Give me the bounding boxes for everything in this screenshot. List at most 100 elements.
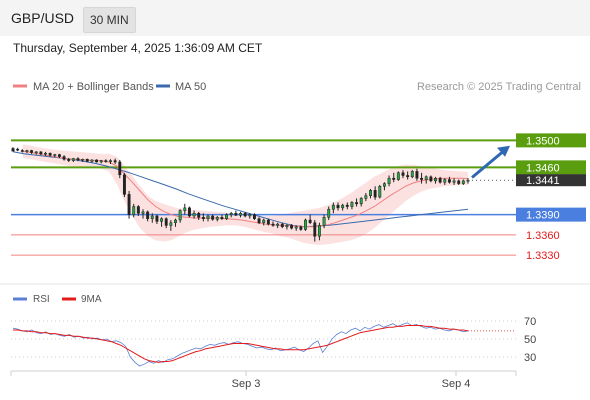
candle-body — [174, 219, 177, 223]
candle-body — [178, 210, 182, 221]
candle-body — [30, 150, 34, 153]
candle-body — [150, 215, 154, 219]
candle-body — [16, 148, 20, 151]
arrow-shaft — [471, 149, 505, 179]
candle-body — [113, 160, 117, 163]
candle-body — [373, 190, 377, 198]
level-tag-1.3500 — [516, 133, 586, 148]
candle-body — [406, 175, 410, 178]
level-tag-1.3390 — [516, 207, 586, 222]
candle-body — [401, 172, 405, 176]
level-tag-1.3460 — [516, 160, 586, 175]
candle-body — [62, 156, 66, 160]
candle-body — [438, 177, 442, 183]
bollinger-band-area — [23, 144, 468, 245]
candle-body — [48, 152, 52, 156]
candle-body — [239, 213, 242, 216]
candle-body — [136, 206, 140, 214]
candle-body — [392, 177, 396, 180]
candle-body — [109, 160, 112, 162]
candle-body — [452, 180, 456, 183]
candle-body — [396, 172, 400, 180]
candle-body — [378, 186, 382, 198]
candle-body — [20, 150, 24, 152]
timeframe-button[interactable]: 30 MIN — [83, 7, 136, 33]
candle-body — [25, 150, 29, 152]
candle-body — [160, 218, 164, 222]
candle-body — [169, 222, 173, 226]
rsi-tick-30: 30 — [524, 352, 536, 364]
forecast-arrow — [471, 145, 510, 179]
candle-body — [252, 214, 256, 219]
candle-body — [290, 225, 294, 229]
candle-body — [415, 171, 419, 179]
candle-body — [248, 214, 252, 217]
candle-body — [225, 214, 229, 219]
candle-body — [197, 213, 201, 218]
candle-body — [44, 152, 47, 155]
price-labels: 1.3500 1.3460 1.3390 1.3360 1.3330 1.3441 — [516, 133, 586, 262]
candle-body — [382, 183, 386, 187]
candle-body — [187, 207, 191, 217]
credit-text: Research © 2025 Trading Central — [417, 81, 581, 93]
bollinger-bands — [23, 144, 468, 245]
candle-body — [67, 159, 71, 161]
candle-body — [429, 176, 433, 182]
x-tick-label-0: Sep 3 — [232, 378, 261, 390]
candle-body — [341, 204, 345, 209]
candle-body — [271, 223, 275, 226]
candle-body — [146, 211, 150, 219]
rsi-tick-70: 70 — [524, 316, 536, 328]
legend-ma20-label: MA 20 + Bollinger Bands — [33, 81, 154, 93]
candle-body — [211, 215, 215, 220]
candle-body — [410, 171, 414, 178]
candle-body — [164, 218, 168, 226]
candle-body — [308, 219, 312, 223]
candle-body — [369, 190, 372, 196]
candle-body — [206, 215, 210, 219]
candle-body — [201, 217, 205, 219]
candle-body — [294, 226, 298, 229]
candle-body — [262, 219, 266, 223]
candle-body — [466, 179, 470, 182]
candle-body — [11, 148, 15, 152]
candle-body — [57, 154, 61, 157]
candle-body — [359, 198, 363, 205]
candle-body — [331, 204, 335, 210]
candles — [11, 147, 470, 242]
x-axis-labels: Sep 3 Sep 4 — [232, 371, 470, 390]
candle-body — [99, 160, 103, 163]
candle-body — [183, 207, 187, 211]
rsi-series-9ma — [13, 325, 469, 363]
level-label-1.3330: 1.3330 — [526, 250, 560, 262]
candle-body — [257, 218, 261, 223]
current-price-label: 1.3441 — [526, 175, 560, 187]
candle-body — [424, 176, 428, 180]
legend-ma50-label: MA 50 — [175, 81, 206, 93]
candle-body — [457, 180, 461, 184]
candle-body — [192, 213, 196, 217]
candle-body — [215, 217, 219, 220]
candle-body — [276, 223, 280, 226]
candle-body — [420, 177, 424, 180]
candle-body — [155, 215, 159, 222]
candle-body — [280, 223, 284, 228]
candle-body — [336, 204, 340, 209]
candle-body — [34, 151, 38, 154]
header-bar: GBP/USD 30 MIN — [0, 0, 590, 36]
rsi-panel: 70 50 30 — [11, 316, 536, 367]
candle-body — [327, 208, 331, 218]
candle-body — [229, 213, 233, 215]
candle-body — [387, 177, 391, 184]
legend-9ma-label: 9MA — [81, 294, 102, 305]
candle-body — [118, 161, 122, 176]
candle-body — [317, 225, 321, 237]
level-label-1.3500: 1.3500 — [526, 135, 560, 147]
candle-body — [350, 202, 354, 207]
candle-body — [39, 151, 43, 155]
current-price-tag — [516, 174, 586, 187]
candle-body — [447, 179, 451, 183]
candle-body — [443, 179, 447, 183]
candle-body — [355, 202, 359, 205]
candle-body — [243, 213, 247, 217]
